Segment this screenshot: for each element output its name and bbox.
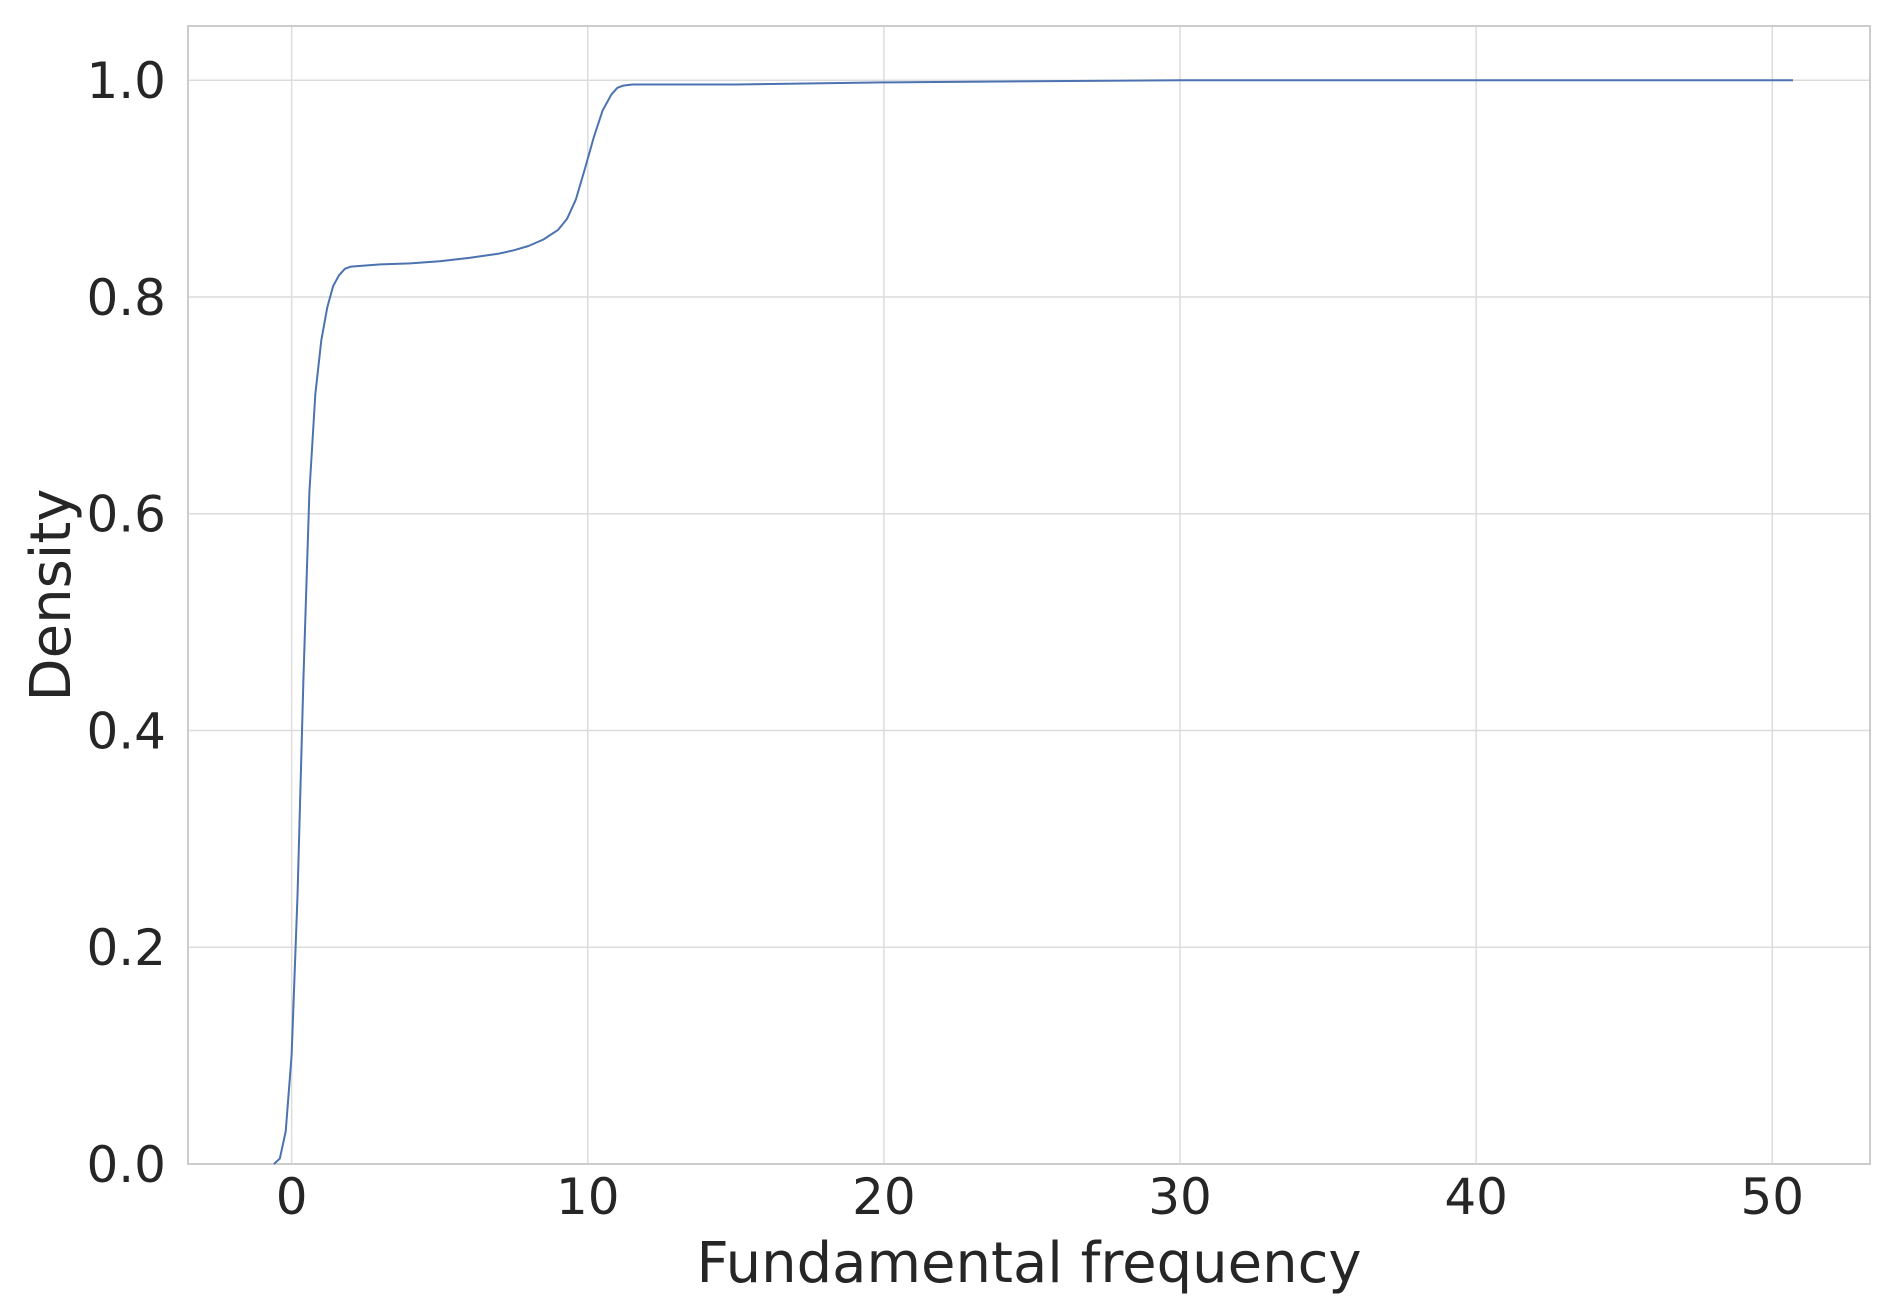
x-tick-label: 10 (556, 1168, 620, 1226)
y-tick-label: 1.0 (86, 52, 166, 110)
x-tick-label: 50 (1740, 1168, 1804, 1226)
x-tick-label: 20 (852, 1168, 916, 1226)
y-tick-label: 0.4 (86, 702, 166, 760)
plot-frame (187, 25, 1871, 1165)
y-tick-label: 0.0 (86, 1136, 166, 1194)
x-tick-label: 0 (276, 1168, 308, 1226)
x-tick-label: 30 (1148, 1168, 1212, 1226)
x-tick-labels: 0 10 20 30 40 50 (276, 1168, 1804, 1226)
y-tick-label: 0.6 (86, 486, 166, 544)
x-axis-label: Fundamental frequency (697, 1231, 1362, 1296)
y-tick-labels: 0.0 0.2 0.4 0.6 0.8 1.0 (86, 52, 166, 1194)
series-layer (273, 79, 1793, 1165)
y-tick-label: 0.2 (86, 919, 166, 977)
cdf-line (273, 79, 1793, 1165)
x-tick-label: 40 (1444, 1168, 1508, 1226)
y-tick-label: 0.8 (86, 269, 166, 327)
y-axis-label: Density (19, 489, 84, 702)
